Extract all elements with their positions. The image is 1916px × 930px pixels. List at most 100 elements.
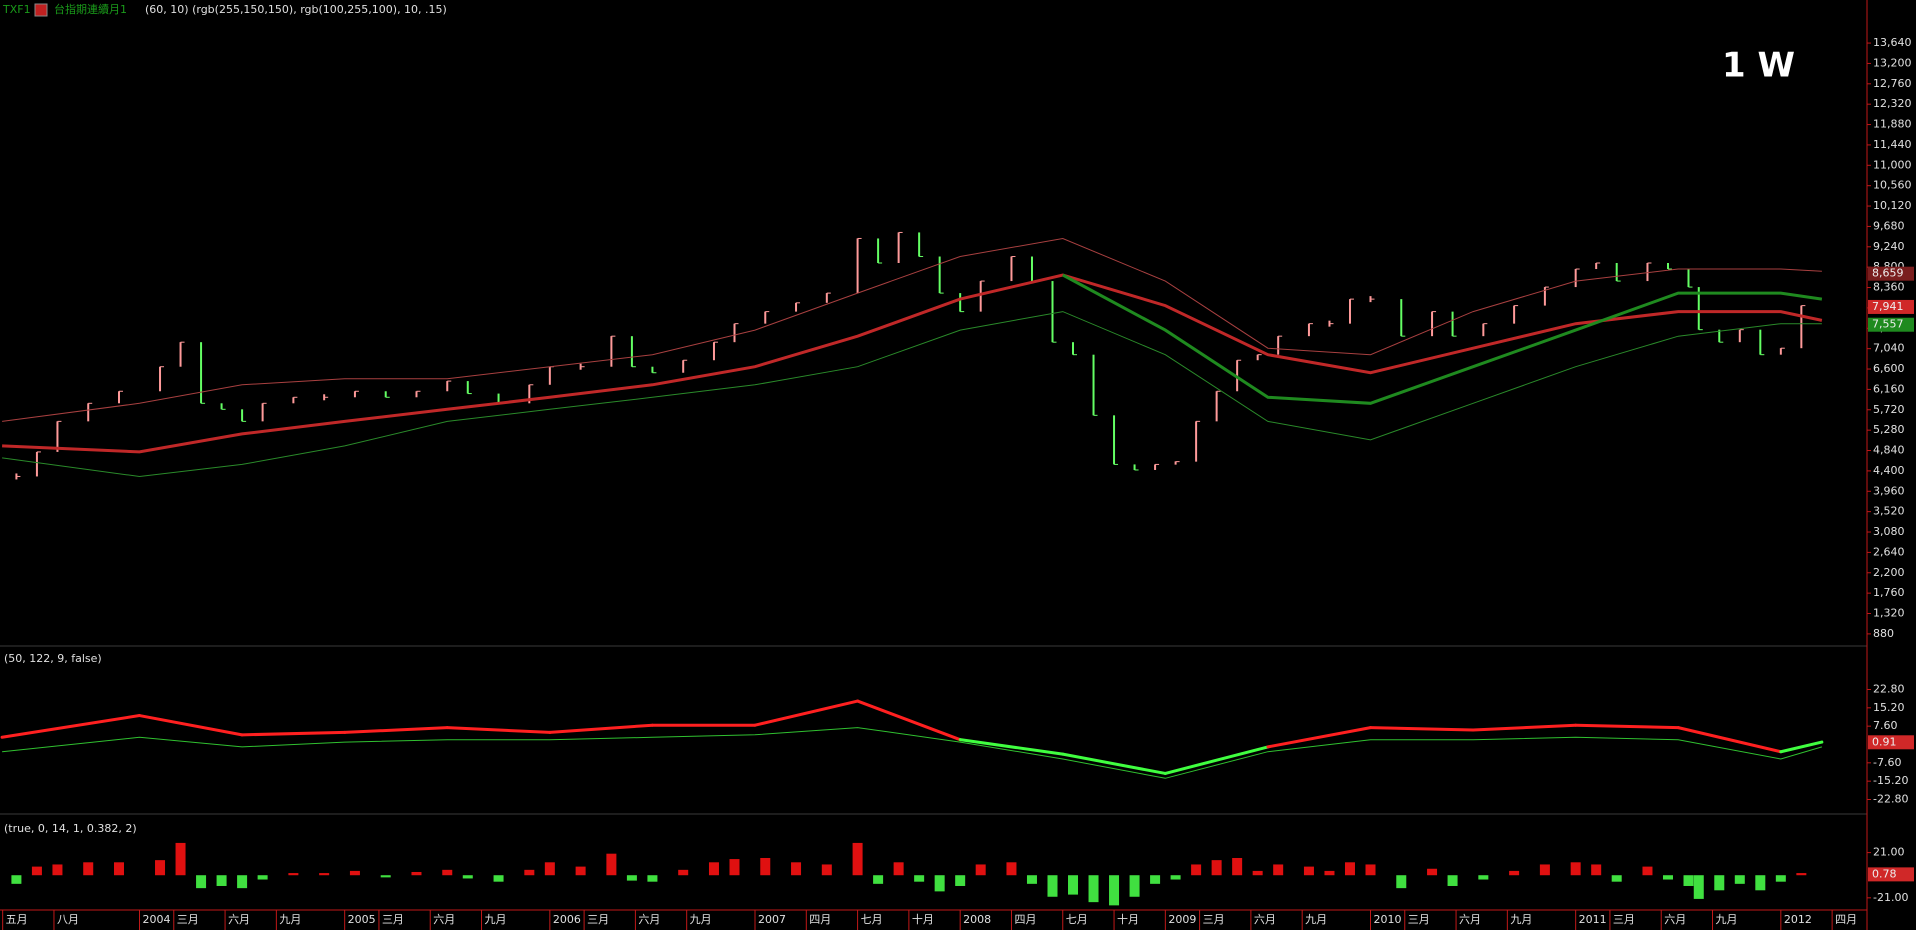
histogram-bar xyxy=(319,873,330,876)
histogram-bar xyxy=(708,862,719,876)
x-tick-label: 八月 xyxy=(57,913,79,926)
oscillator-segment xyxy=(856,699,962,742)
histogram-bar xyxy=(821,864,832,876)
y-tick-label: 8,360 xyxy=(1873,281,1905,294)
histogram-bar xyxy=(113,862,124,876)
oscillator-segment xyxy=(548,723,654,734)
y-tick-label: 6,600 xyxy=(1873,362,1905,375)
oscillator-segment xyxy=(240,730,347,737)
y-tick-label: 3,960 xyxy=(1873,484,1905,497)
histogram-bar xyxy=(1365,864,1376,876)
x-tick-label: 三月 xyxy=(587,913,609,926)
x-tick-label: 十月 xyxy=(1117,912,1139,926)
histogram-bar xyxy=(1509,870,1520,876)
study-params: (60, 10) (rgb(255,150,150), rgb(100,255,… xyxy=(145,3,447,16)
x-tick-label: 九月 xyxy=(690,913,712,926)
x-tick-label: 2008 xyxy=(963,913,991,926)
value-badge xyxy=(1868,299,1914,314)
x-tick-label: 四月 xyxy=(1835,913,1857,926)
histogram-bar xyxy=(1539,864,1550,876)
symbol: TXF1 xyxy=(2,3,31,16)
x-tick-label: 七月 xyxy=(861,913,883,926)
oscillator-segment xyxy=(958,738,1065,756)
oscillator-segment xyxy=(138,714,244,737)
histogram-bar xyxy=(1427,868,1438,876)
y-tick-label: 12,760 xyxy=(1873,77,1912,90)
histogram-bar xyxy=(934,875,945,892)
histogram-bar xyxy=(678,869,689,876)
histogram-bar xyxy=(1006,862,1017,876)
histogram-bar xyxy=(1211,860,1222,876)
histogram-bar xyxy=(462,875,473,879)
x-tick-label: 六月 xyxy=(1664,913,1686,926)
histogram-bar xyxy=(493,875,504,882)
histogram-bar xyxy=(1109,875,1120,906)
y-tick-label: 10,560 xyxy=(1873,179,1912,192)
x-tick-label: 五月 xyxy=(6,913,28,926)
y-tick-label: 5,280 xyxy=(1873,423,1905,436)
histogram-bar xyxy=(955,875,966,886)
histogram-bar xyxy=(975,864,986,876)
oscillator-segment xyxy=(1676,726,1783,754)
x-tick-label: 九月 xyxy=(1716,913,1738,926)
y-tick-label: 13,640 xyxy=(1873,36,1912,49)
x-tick-label: 十月 xyxy=(912,912,934,926)
histogram-bar xyxy=(1642,866,1653,876)
histogram-bar xyxy=(257,875,268,880)
oscillator-segment xyxy=(1574,723,1680,730)
x-tick-label: 2009 xyxy=(1168,913,1196,926)
y-tick-label: 15.20 xyxy=(1873,701,1905,714)
panel-title: (50, 122, 9, false) xyxy=(4,652,102,665)
x-tick-label: 三月 xyxy=(1408,913,1430,926)
histogram-bar xyxy=(544,862,555,876)
histogram-bar xyxy=(442,869,453,876)
histogram-bar xyxy=(1047,875,1058,897)
y-tick-label: 4,840 xyxy=(1873,444,1905,457)
y-tick-label: 22.80 xyxy=(1873,682,1905,695)
histogram-bar xyxy=(791,862,802,876)
oscillator-segment xyxy=(343,726,449,734)
value-badge-label: 8,659 xyxy=(1872,267,1904,280)
oscillator-segment xyxy=(1471,723,1578,732)
y-tick-label: 21.00 xyxy=(1873,846,1905,859)
x-tick-label: 六月 xyxy=(433,913,455,926)
symbol-icon xyxy=(34,3,48,17)
oscillator-segment xyxy=(1369,726,1475,732)
histogram-bar xyxy=(914,875,925,882)
histogram-bar xyxy=(760,857,771,876)
histogram-bar xyxy=(155,860,166,876)
histogram-bar xyxy=(237,875,248,889)
histogram-bar xyxy=(1693,875,1704,899)
y-tick-label: 2,640 xyxy=(1873,545,1905,558)
histogram-bar xyxy=(349,870,360,876)
histogram-bar xyxy=(1447,875,1458,886)
histogram-bar xyxy=(1324,870,1335,876)
oscillator-segment xyxy=(445,726,552,734)
histogram-bar xyxy=(1129,875,1140,897)
histogram-bar xyxy=(1611,875,1622,882)
histogram-bar xyxy=(1026,875,1037,884)
y-tick-label: 11,000 xyxy=(1873,158,1912,171)
histogram-bar xyxy=(31,866,42,876)
y-tick-label: 5,720 xyxy=(1873,403,1905,416)
value-badge-label: 0.91 xyxy=(1872,735,1897,748)
x-tick-label: 2006 xyxy=(553,913,581,926)
x-tick-label: 2005 xyxy=(348,913,376,926)
histogram-bar xyxy=(1775,875,1786,882)
y-tick-label: 6,160 xyxy=(1873,382,1905,395)
value-badge-label: 7,941 xyxy=(1872,300,1904,313)
x-tick-label: 2011 xyxy=(1579,913,1607,926)
histogram-bar xyxy=(1303,866,1314,876)
x-tick-label: 六月 xyxy=(228,913,250,926)
y-tick-label: 880 xyxy=(1873,627,1894,640)
oscillator-segment xyxy=(0,714,142,739)
histogram-bar xyxy=(729,859,740,876)
histogram-bar xyxy=(216,875,227,886)
y-tick-label: 11,440 xyxy=(1873,138,1912,151)
timeframe: 1 W xyxy=(1722,46,1795,86)
y-tick-label: 7,040 xyxy=(1873,342,1905,355)
y-tick-label: 9,240 xyxy=(1873,240,1905,253)
histogram-bar xyxy=(196,875,207,889)
y-tick-label: 1,760 xyxy=(1873,586,1905,599)
